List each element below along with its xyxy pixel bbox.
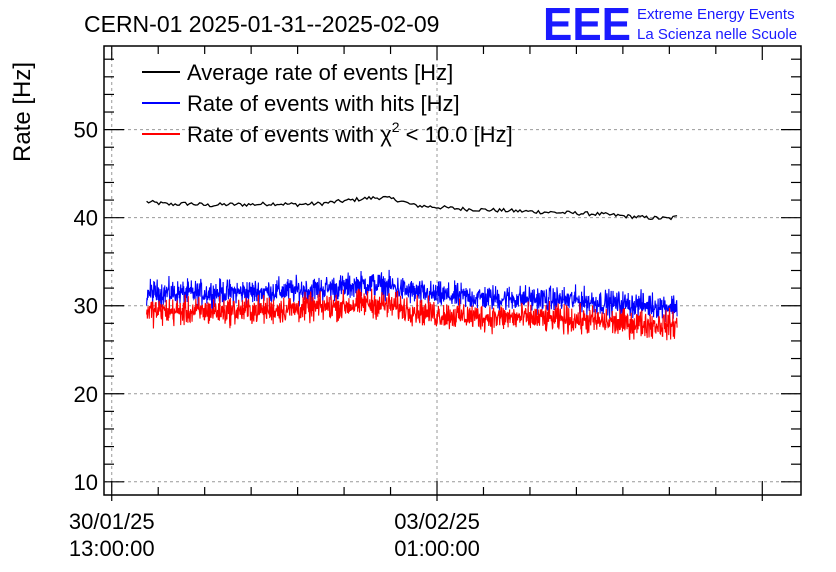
x-tick-time: 01:00:00 — [394, 536, 480, 561]
y-tick-label: 20 — [74, 382, 98, 407]
y-tick-label: 40 — [74, 206, 98, 231]
y-tick-label: 50 — [74, 118, 98, 143]
x-tick-date: 03/02/25 — [394, 509, 480, 534]
series-line-3 — [146, 288, 678, 341]
eee-logo: EEE Extreme Energy Events La Scienza nel… — [543, 0, 797, 50]
y-axis-label: Rate [Hz] — [9, 62, 36, 162]
y-tick-label: 10 — [74, 470, 98, 495]
x-tick-date: 30/01/25 — [69, 509, 155, 534]
eee-logo-line2: La Scienza nelle Scuole — [637, 26, 797, 43]
eee-logo-letters: EEE — [543, 0, 631, 50]
x-tick-time: 13:00:00 — [69, 536, 155, 561]
axis-ticks — [104, 46, 801, 501]
legend-chi2-suffix: < 10.0 [Hz] — [400, 122, 513, 147]
chart-title: CERN-01 2025-01-31--2025-02-09 — [84, 11, 439, 37]
eee-logo-line1: Extreme Energy Events — [637, 6, 795, 23]
legend: Average rate of events [Hz] Rate of even… — [142, 60, 513, 147]
y-tick-label: 30 — [74, 294, 98, 319]
legend-chi2-prefix: Rate of events with χ — [187, 122, 392, 147]
series-line-2 — [146, 269, 678, 322]
y-tick-labels: 10 20 30 40 50 — [74, 118, 98, 495]
legend-label-average: Average rate of events [Hz] — [187, 60, 453, 85]
legend-chi2-superscript: 2 — [392, 119, 400, 135]
legend-label-chi2: Rate of events with χ2 < 10.0 [Hz] — [187, 119, 513, 147]
series-line-1 — [146, 195, 678, 221]
legend-label-hits: Rate of events with hits [Hz] — [187, 91, 460, 116]
series-lines — [146, 195, 678, 341]
